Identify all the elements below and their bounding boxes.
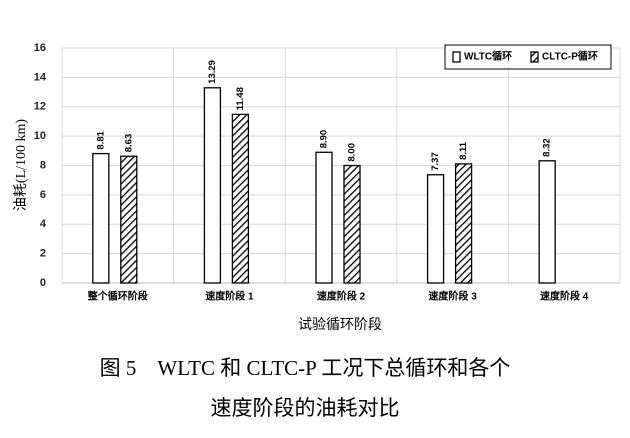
data-label: 8.63 xyxy=(123,134,134,153)
y-tick-label: 12 xyxy=(34,101,46,113)
y-tick-label: 0 xyxy=(40,277,46,289)
x-tick-label: 速度阶段 2 xyxy=(317,290,366,303)
y-tick-label: 4 xyxy=(40,218,47,230)
y-axis-label: 油耗(L/100 km) xyxy=(13,119,29,211)
y-tick-label: 6 xyxy=(40,189,46,201)
bar xyxy=(92,152,110,284)
bar xyxy=(120,155,138,284)
x-tick-label: 速度阶段 4 xyxy=(540,290,589,303)
data-label: 8.81 xyxy=(95,130,106,149)
bar xyxy=(426,174,445,284)
bar xyxy=(315,151,333,284)
y-tick-label: 8 xyxy=(40,159,46,171)
y-tick-label: 10 xyxy=(34,130,46,142)
y-tick-label: 14 xyxy=(34,71,47,83)
x-tick-label: 速度阶段 3 xyxy=(428,290,477,303)
data-label: 8.11 xyxy=(458,141,469,160)
x-tick-label: 整个循环阶段 xyxy=(87,290,148,303)
data-label: 13.29 xyxy=(207,60,218,84)
data-label: 8.00 xyxy=(347,143,358,162)
bar xyxy=(231,113,250,284)
bar xyxy=(454,163,473,284)
data-label: 7.37 xyxy=(430,152,441,171)
caption: 速度阶段的油耗对比 xyxy=(211,396,400,420)
legend-label: CLTC-P循环 xyxy=(542,50,598,63)
legend-box xyxy=(444,44,612,70)
bar xyxy=(343,164,361,284)
y-tick-label: 16 xyxy=(34,42,46,54)
data-label: 11.48 xyxy=(235,87,246,110)
bar xyxy=(203,87,222,284)
legend-label: WLTC循环 xyxy=(464,50,512,63)
caption: 图 5 WLTC 和 CLTC-P 工况下总循环和各个 xyxy=(100,356,511,380)
y-tick-label: 2 xyxy=(40,248,46,260)
data-label: 8.32 xyxy=(542,138,553,157)
legend-swatch xyxy=(452,51,461,63)
bar xyxy=(538,160,556,284)
legend-swatch xyxy=(530,51,539,63)
x-axis-label: 试验循环阶段 xyxy=(298,317,382,333)
x-tick-label: 速度阶段 1 xyxy=(205,290,254,303)
data-label: 8.90 xyxy=(319,130,330,149)
